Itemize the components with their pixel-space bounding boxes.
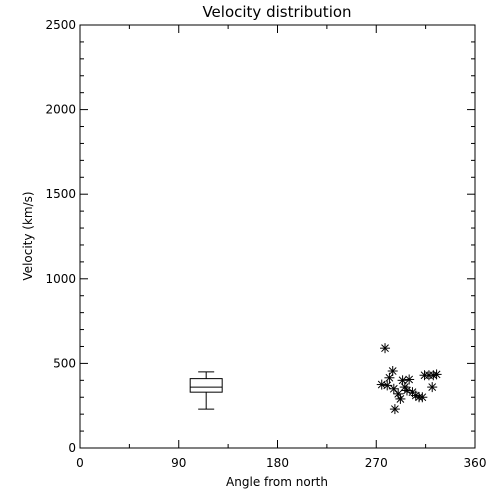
data-point — [380, 343, 391, 354]
y-tick-label: 2500 — [45, 18, 76, 32]
x-tick-label: 180 — [266, 456, 289, 470]
data-point — [427, 382, 438, 393]
y-tick-label: 500 — [53, 356, 76, 370]
x-tick-label: 90 — [171, 456, 186, 470]
data-point — [387, 366, 398, 377]
axis-ticks: 0 90 180 270 360 0 500 1000 1500 2000 2500 — [45, 18, 486, 470]
data-points — [376, 343, 442, 415]
data-point — [417, 392, 428, 403]
x-tick-label: 360 — [464, 456, 487, 470]
y-tick-label: 0 — [68, 441, 76, 455]
data-point — [395, 393, 406, 404]
y-tick-label: 1000 — [45, 272, 76, 286]
y-tick-label: 1500 — [45, 187, 76, 201]
x-tick-label: 270 — [365, 456, 388, 470]
data-point — [404, 374, 415, 385]
chart-title: Velocity distribution — [202, 3, 351, 21]
data-point — [389, 404, 400, 415]
y-axis-label: Velocity (km/s) — [21, 191, 35, 280]
y-tick-label: 2000 — [45, 103, 76, 117]
plot-frame — [79, 24, 476, 449]
boxplot-box — [189, 378, 223, 393]
boxplot — [189, 371, 223, 410]
x-tick-label: 0 — [76, 456, 84, 470]
x-axis-label: Angle from north — [226, 475, 328, 489]
data-point — [431, 369, 442, 380]
